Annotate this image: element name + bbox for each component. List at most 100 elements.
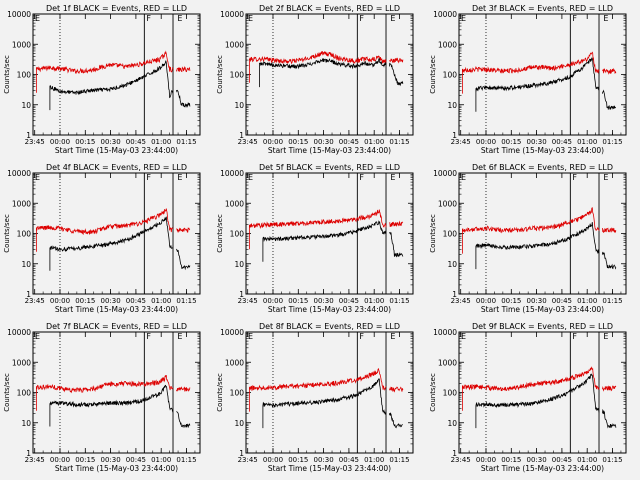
x-tick-label: 00:30 — [527, 297, 547, 305]
x-tick-label: 01:15 — [176, 297, 196, 305]
event-letter: F — [572, 332, 577, 341]
event-letter: E — [461, 332, 466, 341]
event-letter: F — [146, 14, 151, 23]
x-tick-label: 00:30 — [101, 456, 121, 464]
panel-det-7: Det 7f BLACK = Events, RED = LLD 1 10 100 10… — [3, 322, 201, 473]
y-tick-label: 10 — [234, 419, 244, 428]
panel-det-4: Det 4f BLACK = Events, RED = LLD 1 10 100 10… — [3, 163, 201, 314]
y-axis-label: Counts/sec — [216, 373, 224, 412]
panel-det-3: Det 3f BLACK = Events, RED = LLD 1 10 100 10… — [429, 4, 627, 155]
x-tick-label: 01:00 — [577, 456, 597, 464]
panel-title: Det 7f BLACK = Events, RED = LLD — [46, 322, 187, 331]
series-lld — [462, 207, 617, 254]
y-tick-label: 10000 — [220, 169, 244, 178]
series-lld — [36, 50, 191, 93]
event-letter: E — [248, 173, 253, 182]
series-events — [262, 220, 404, 262]
event-letter: F — [572, 173, 577, 182]
x-tick-label: 01:00 — [577, 297, 597, 305]
x-tick-label: 01:00 — [577, 138, 597, 146]
y-tick-label: 100 — [17, 389, 32, 398]
y-tick-label: 10000 — [433, 10, 457, 19]
plot-frame — [458, 331, 627, 454]
y-axis-label: Counts/sec — [3, 55, 11, 94]
event-letter: F — [146, 332, 151, 341]
y-tick-label: 1000 — [12, 358, 31, 367]
x-tick-label: 00:15 — [75, 138, 95, 146]
y-tick-label: 100 — [443, 71, 458, 80]
event-letter: E — [390, 332, 395, 341]
x-tick-label: 00:00 — [476, 138, 496, 146]
y-tick-label: 100 — [230, 71, 245, 80]
x-tick-label: 00:00 — [50, 456, 70, 464]
x-tick-label: 00:15 — [288, 138, 308, 146]
event-letter: E — [177, 173, 182, 182]
panel-det-6: Det 6f BLACK = Events, RED = LLD 1 10 100 10… — [429, 163, 627, 314]
y-axis-label: Counts/sec — [216, 214, 224, 253]
panel-det-5: Det 5f BLACK = Events, RED = LLD 1 10 100 10… — [216, 163, 414, 314]
x-axis-label: Start Time (15-May-03 23:44:00) — [268, 464, 391, 473]
series-events — [49, 60, 191, 111]
y-tick-label: 100 — [230, 389, 245, 398]
series-events — [475, 57, 616, 112]
panel-title: Det 9f BLACK = Events, RED = LLD — [472, 322, 613, 331]
x-tick-label: 01:00 — [151, 297, 171, 305]
x-tick-label: 00:15 — [75, 297, 95, 305]
panel-title: Det 8f BLACK = Events, RED = LLD — [259, 322, 400, 331]
y-tick-label: 1000 — [12, 199, 31, 208]
event-letter: E — [35, 332, 40, 341]
x-tick-label: 23:45 — [238, 138, 258, 146]
series-lld — [36, 208, 191, 252]
event-letter: F — [359, 332, 364, 341]
y-tick-label: 10000 — [220, 328, 244, 337]
y-tick-label: 10000 — [7, 169, 31, 178]
x-tick-label: 23:45 — [25, 138, 45, 146]
x-tick-label: 00:15 — [288, 456, 308, 464]
series-lld — [249, 367, 404, 412]
x-tick-label: 00:30 — [314, 138, 334, 146]
x-tick-label: 00:45 — [339, 297, 359, 305]
x-axis-label: Start Time (15-May-03 23:44:00) — [55, 305, 178, 314]
y-tick-label: 1 — [26, 131, 31, 140]
y-tick-label: 10 — [447, 419, 457, 428]
y-tick-label: 1 — [452, 131, 457, 140]
event-letter: F — [359, 173, 364, 182]
y-tick-label: 1 — [452, 290, 457, 299]
y-tick-label: 1000 — [438, 40, 457, 49]
series-lld — [249, 209, 404, 250]
y-tick-label: 100 — [17, 71, 32, 80]
series-lld — [249, 50, 404, 83]
series-lld — [462, 51, 617, 94]
plot-frame — [245, 331, 414, 454]
x-tick-label: 00:00 — [263, 456, 283, 464]
x-tick-label: 23:45 — [451, 138, 471, 146]
x-tick-label: 00:30 — [314, 456, 334, 464]
series-lld — [462, 366, 617, 411]
x-axis-label: Start Time (15-May-03 23:44:00) — [55, 146, 178, 155]
x-axis-label: Start Time (15-May-03 23:44:00) — [481, 146, 604, 155]
x-tick-label: 01:00 — [364, 138, 384, 146]
panel-title: Det 3f BLACK = Events, RED = LLD — [472, 4, 613, 13]
x-axis-label: Start Time (15-May-03 23:44:00) — [481, 464, 604, 473]
plot-frame — [32, 172, 201, 295]
y-tick-label: 1000 — [225, 199, 244, 208]
event-letter: E — [248, 332, 253, 341]
x-tick-label: 00:00 — [50, 297, 70, 305]
x-tick-label: 01:00 — [151, 138, 171, 146]
y-tick-label: 1 — [239, 449, 244, 458]
y-tick-label: 10000 — [7, 10, 31, 19]
event-letter: E — [603, 14, 608, 23]
x-axis-label: Start Time (15-May-03 23:44:00) — [481, 305, 604, 314]
x-tick-label: 00:00 — [50, 138, 70, 146]
event-letter: E — [461, 14, 466, 23]
x-tick-label: 23:45 — [238, 456, 258, 464]
x-tick-label: 00:45 — [552, 456, 572, 464]
x-tick-label: 00:45 — [126, 138, 146, 146]
event-letter: E — [603, 332, 608, 341]
x-tick-label: 00:30 — [527, 456, 547, 464]
event-letter: E — [461, 173, 466, 182]
x-tick-label: 00:30 — [314, 297, 334, 305]
x-tick-label: 00:15 — [288, 297, 308, 305]
x-tick-label: 00:00 — [476, 456, 496, 464]
event-letter: E — [177, 14, 182, 23]
